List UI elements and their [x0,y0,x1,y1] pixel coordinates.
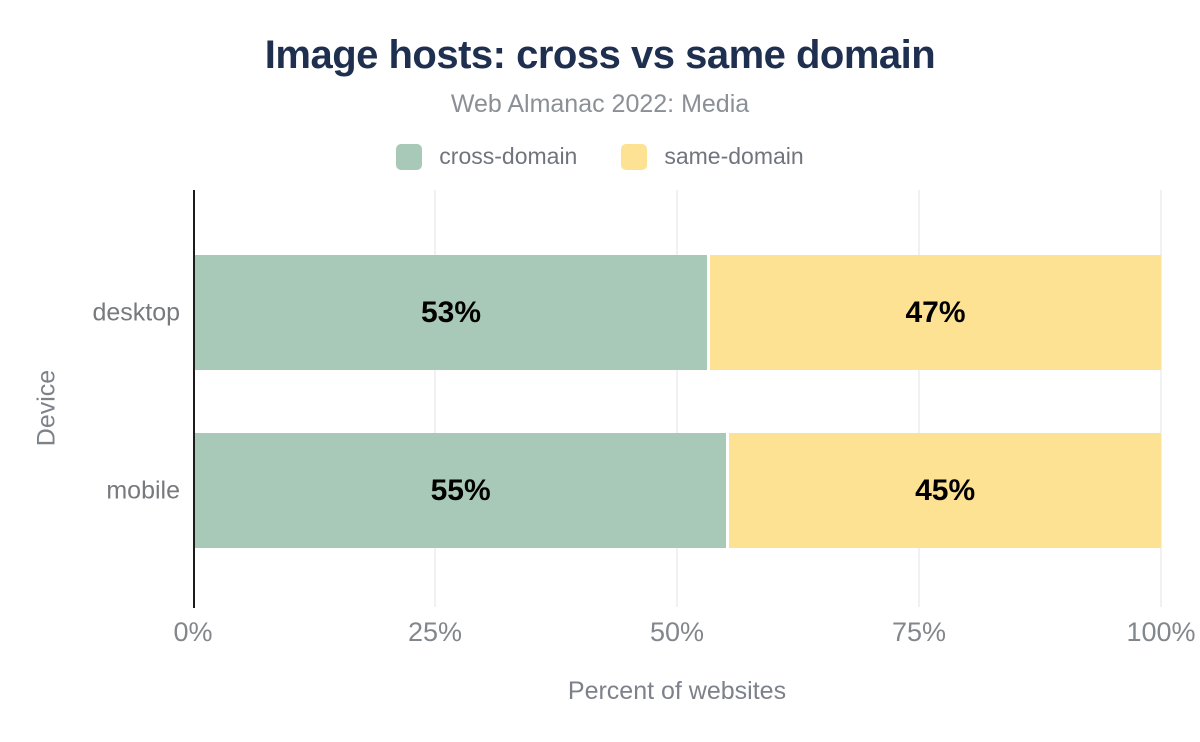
value-label-same-domain-desktop: 47% [905,295,966,329]
value-label-cross-domain-mobile: 55% [430,473,491,507]
bar-segment-same-domain-desktop[interactable]: 47% [706,255,1161,370]
x-tick-label-0: 0% [173,617,213,647]
bar-row-desktop: 53% 47% [195,255,1161,370]
bar-row-mobile: 55% 45% [195,433,1161,548]
bar-segment-cross-domain-mobile[interactable]: 55% [195,433,727,548]
x-tick-label-25: 25% [407,617,463,647]
gridline-75 [918,190,920,607]
legend-item-same-domain[interactable]: same-domain [621,143,804,170]
x-tick-label-50: 50% [649,617,705,647]
legend-swatch-icon [396,143,423,170]
value-label-cross-domain-desktop: 53% [420,295,481,329]
x-tick-label-75: 75% [891,617,947,647]
category-label-mobile: mobile [106,476,180,504]
legend-label: cross-domain [439,143,578,169]
x-axis-title: Percent of websites [567,677,787,705]
bar-segment-cross-domain-desktop[interactable]: 53% [195,255,707,370]
bar-segment-same-domain-mobile[interactable]: 45% [726,433,1161,548]
gridline-50 [676,190,678,607]
legend: cross-domain same-domain [0,143,1200,170]
gridline-25 [434,190,436,607]
legend-label: same-domain [664,143,804,169]
chart-title: Image hosts: cross vs same domain [264,33,936,77]
category-label-desktop: desktop [92,298,180,326]
legend-swatch-icon [621,143,648,170]
plot-area: 53% 47% 55% 45% [193,190,1162,608]
legend-item-cross-domain[interactable]: cross-domain [396,143,577,170]
gridline-100 [1160,190,1162,607]
chart-subtitle: Web Almanac 2022: Media [450,90,750,118]
value-label-same-domain-mobile: 45% [915,473,976,507]
y-axis-line [193,190,195,608]
x-tick-label-100: 100% [1126,617,1196,647]
y-axis-title: Device [32,369,61,447]
